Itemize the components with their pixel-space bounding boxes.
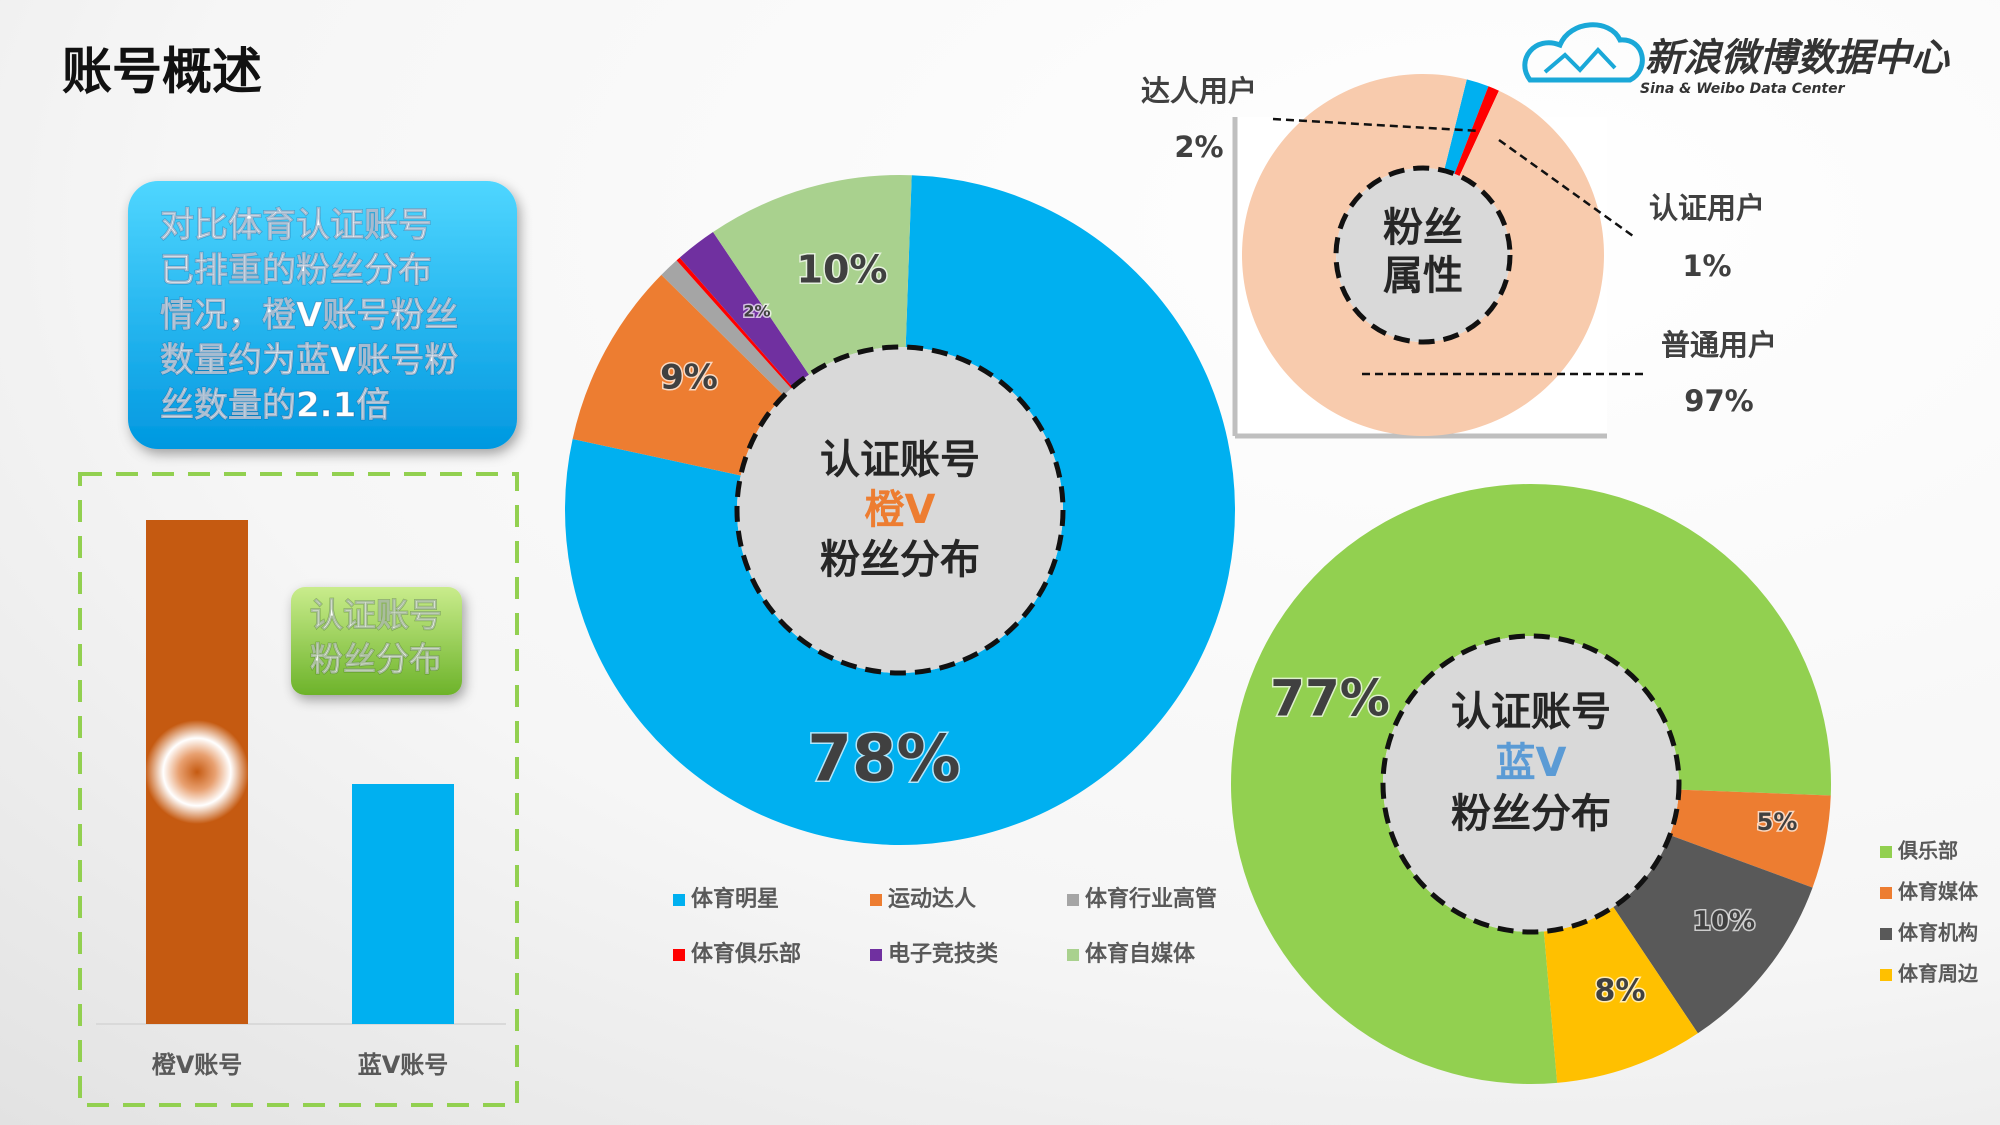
- donut-slice: [1454, 86, 1499, 177]
- bar-frame: [78, 472, 519, 1107]
- legend-swatch: [1880, 969, 1892, 981]
- value-label: 5%: [1757, 808, 1798, 836]
- leader-line: [1272, 117, 1481, 133]
- label-box: [291, 587, 462, 695]
- donut-slice: [676, 257, 793, 389]
- slide-title: 账号概述: [62, 43, 262, 101]
- callout-line: 已排重的粉丝分布: [160, 251, 432, 291]
- legend-swatch: [1880, 928, 1892, 940]
- legend-swatch: [1880, 887, 1892, 899]
- legend-label: 体育机构: [1898, 921, 1978, 945]
- bar: [352, 784, 454, 1024]
- value-label: 1%: [1682, 249, 1731, 283]
- donut-slice: [1231, 484, 1831, 1085]
- x-tick-label: 蓝V账号: [358, 1051, 449, 1079]
- value-label: 77%: [1270, 670, 1390, 728]
- donut-slice: [661, 260, 792, 396]
- legend-swatch: [870, 894, 882, 906]
- chart-label: 认证账号: [310, 596, 442, 635]
- legend-label: 体育行业高管: [1085, 886, 1217, 912]
- center-label: 粉丝分布: [820, 537, 980, 583]
- callout-line: 丝数量的2.1倍: [160, 386, 390, 426]
- center-label: 认证账号: [820, 437, 980, 483]
- callout-box: [128, 181, 517, 449]
- donut-slice: [1444, 79, 1489, 174]
- logo: 新浪微博数据中心 Sina & Weibo Data Center: [1522, 22, 1950, 97]
- logo-wave: [1543, 47, 1617, 74]
- value-label: 2%: [743, 302, 770, 321]
- legend-swatch: [673, 949, 685, 961]
- value-label: 8%: [1595, 974, 1646, 1009]
- legend-label: 运动达人: [888, 887, 976, 912]
- donut-slice: [1669, 789, 1831, 888]
- value-label: 9%: [660, 358, 718, 398]
- x-tick-label: 橙V账号: [152, 1051, 243, 1079]
- legend-label: 体育周边: [1898, 962, 1979, 986]
- logo-name: 新浪微博数据中心: [1645, 36, 1950, 80]
- donut-slice: [572, 274, 784, 476]
- legend-label: 俱乐部: [1897, 839, 1958, 863]
- category-label: 认证用户: [1649, 191, 1765, 225]
- legend-label: 体育俱乐部: [691, 941, 801, 967]
- legend-swatch: [1067, 894, 1079, 906]
- center-label: 粉丝: [1383, 205, 1463, 251]
- legend-swatch: [673, 894, 685, 906]
- leader-line: [1498, 138, 1634, 238]
- callout-line: 数量约为蓝V账号粉: [160, 341, 458, 381]
- center-label: 属性: [1383, 253, 1463, 299]
- value-label: 78%: [807, 723, 960, 797]
- value-label: 2%: [1174, 130, 1223, 164]
- donut-hole: [1380, 633, 1682, 935]
- donut-slice: [679, 232, 810, 388]
- value-label: 10%: [1693, 907, 1755, 937]
- category-label: 普通用户: [1661, 328, 1777, 362]
- legend-swatch: [1067, 949, 1079, 961]
- center-label: 橙V: [865, 487, 936, 533]
- callout-text: 对比体育认证账号已排重的粉丝分布情况，橙V账号粉丝数量约为蓝V账号粉丝数量的2.…: [160, 205, 459, 426]
- callout-line: 情况，橙V账号粉丝: [160, 296, 458, 336]
- center-label: 粉丝分布: [1451, 791, 1611, 837]
- donut-slice: [1543, 906, 1698, 1083]
- legend-label: 电子竞技类: [888, 941, 999, 967]
- logo-subtitle: Sina & Weibo Data Center: [1640, 81, 1846, 97]
- value-label: 97%: [1684, 384, 1753, 418]
- donut-slice: [713, 175, 912, 375]
- bar-glow: [145, 720, 249, 824]
- donut-slice: [1241, 73, 1604, 436]
- value-label: 10%: [797, 248, 888, 292]
- callout-line: 对比体育认证账号: [160, 206, 432, 246]
- donut-hole: [734, 344, 1066, 676]
- legend-swatch: [870, 949, 882, 961]
- legend-label: 体育明星: [691, 886, 779, 912]
- donut-hole: [1333, 165, 1513, 345]
- legend-label: 体育媒体: [1898, 880, 1979, 904]
- chart-label: 粉丝分布: [310, 640, 442, 679]
- category-label: 达人用户: [1141, 74, 1257, 108]
- donut-slice: [565, 175, 1236, 846]
- center-label: 蓝V: [1496, 740, 1567, 786]
- logo-cloud: [1522, 22, 1645, 83]
- center-label: 认证账号: [1451, 689, 1611, 735]
- legend-swatch: [1880, 846, 1892, 858]
- donut-slice: [1613, 835, 1813, 1034]
- legend-label: 体育自媒体: [1085, 941, 1196, 967]
